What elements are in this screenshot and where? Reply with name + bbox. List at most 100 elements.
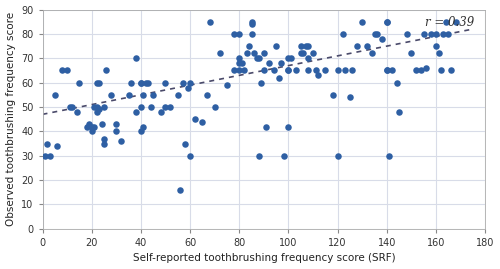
Point [223, 83, 231, 87]
Point [432, 44, 440, 48]
Point [236, 68, 244, 73]
Point [363, 44, 371, 48]
Point [274, 76, 282, 80]
Point [66, 105, 74, 109]
Point [140, 124, 147, 129]
Point [76, 80, 84, 85]
Point [58, 68, 66, 73]
Point [240, 68, 248, 73]
Point [287, 56, 295, 61]
Point [329, 93, 337, 97]
Point [146, 105, 154, 109]
Point [85, 122, 93, 126]
Point [156, 110, 164, 114]
Point [395, 110, 403, 114]
Point [73, 110, 81, 114]
Point [186, 154, 194, 158]
Point [252, 56, 260, 61]
Point [420, 32, 428, 36]
Point [309, 51, 317, 56]
Point [386, 154, 394, 158]
Point [92, 80, 100, 85]
Point [383, 20, 391, 24]
Point [432, 32, 440, 36]
Point [54, 144, 62, 148]
Point [198, 119, 206, 124]
Point [270, 68, 278, 73]
Point [236, 61, 244, 65]
Point [314, 73, 322, 77]
Point [149, 93, 157, 97]
Point [248, 32, 256, 36]
Point [434, 51, 442, 56]
Point [184, 85, 192, 90]
Point [302, 44, 310, 48]
Point [378, 37, 386, 41]
Point [354, 44, 362, 48]
X-axis label: Self-reported toothbrushing frequency score (SRF): Self-reported toothbrushing frequency sc… [132, 253, 395, 263]
Point [100, 105, 108, 109]
Point [427, 32, 435, 36]
Point [265, 61, 273, 65]
Point [137, 80, 145, 85]
Point [297, 51, 305, 56]
Point [174, 93, 182, 97]
Point [176, 188, 184, 192]
Point [408, 51, 416, 56]
Point [46, 154, 54, 158]
Point [117, 139, 125, 143]
Point [299, 51, 307, 56]
Point [63, 68, 71, 73]
Point [346, 95, 354, 100]
Point [236, 32, 244, 36]
Point [162, 105, 170, 109]
Point [108, 93, 116, 97]
Point [260, 51, 268, 56]
Point [127, 80, 135, 85]
Point [83, 124, 91, 129]
Point [255, 56, 263, 61]
Point [284, 68, 292, 73]
Point [304, 56, 312, 61]
Point [383, 68, 391, 73]
Point [447, 68, 455, 73]
Point [442, 20, 450, 24]
Point [100, 137, 108, 141]
Point [132, 56, 140, 61]
Point [255, 154, 263, 158]
Point [90, 124, 98, 129]
Point [262, 124, 270, 129]
Point [245, 44, 253, 48]
Point [392, 80, 400, 85]
Point [95, 80, 103, 85]
Point [137, 105, 145, 109]
Point [284, 68, 292, 73]
Point [358, 20, 366, 24]
Point [304, 44, 312, 48]
Point [90, 105, 98, 109]
Point [280, 154, 287, 158]
Point [292, 68, 300, 73]
Point [437, 68, 445, 73]
Point [418, 68, 426, 73]
Point [452, 20, 460, 24]
Point [260, 68, 268, 73]
Point [178, 80, 186, 85]
Point [383, 68, 391, 73]
Point [341, 68, 349, 73]
Point [88, 124, 96, 129]
Point [51, 93, 59, 97]
Point [191, 117, 199, 121]
Point [402, 32, 410, 36]
Point [95, 107, 103, 112]
Point [92, 110, 100, 114]
Point [284, 124, 292, 129]
Point [258, 80, 266, 85]
Point [132, 110, 140, 114]
Point [204, 93, 212, 97]
Point [334, 68, 342, 73]
Point [88, 129, 96, 133]
Point [304, 68, 312, 73]
Point [44, 141, 52, 146]
Point [422, 66, 430, 70]
